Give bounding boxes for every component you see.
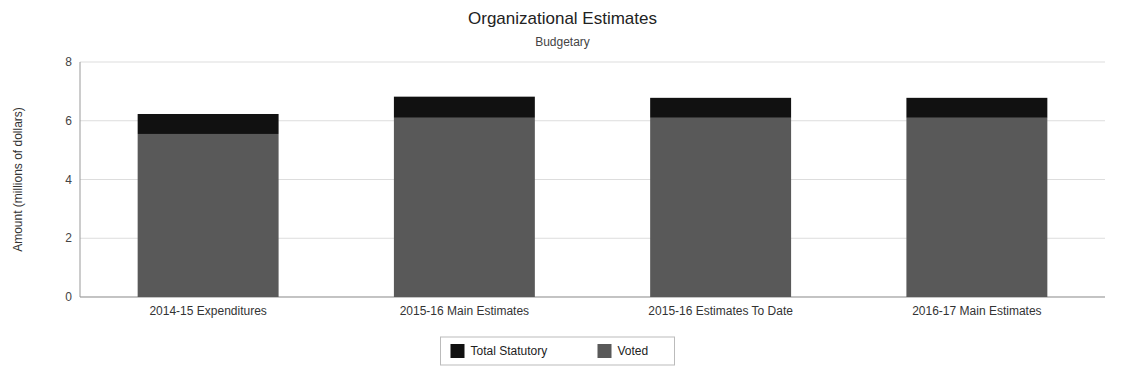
x-tick-label: 2016-17 Main Estimates bbox=[912, 304, 1041, 318]
legend-label: Voted bbox=[618, 344, 649, 358]
y-tick-label: 2 bbox=[65, 231, 72, 245]
y-axis-label: Amount (millions of dollars) bbox=[11, 107, 25, 252]
bar bbox=[650, 118, 791, 297]
y-tick-label: 4 bbox=[65, 173, 72, 187]
legend-swatch bbox=[598, 344, 612, 358]
grid-line bbox=[80, 62, 1105, 63]
bar bbox=[906, 98, 1047, 118]
title: Organizational Estimates bbox=[468, 9, 657, 28]
y-tick-label: 0 bbox=[65, 290, 72, 304]
bar bbox=[906, 118, 1047, 297]
chart: Organizational Estimates Budgetary 0 2 4 6 8 Am… bbox=[0, 0, 1125, 379]
grid bbox=[80, 62, 1105, 297]
bar bbox=[394, 118, 535, 297]
x-tick-label: 2015-16 Estimates To Date bbox=[648, 304, 793, 318]
bar bbox=[650, 98, 791, 118]
legend: Total Statutory Voted bbox=[441, 337, 675, 365]
legend-label: Total Statutory bbox=[471, 344, 548, 358]
y-tick-label: 8 bbox=[65, 55, 72, 69]
x-tick-label: 2015-16 Main Estimates bbox=[400, 304, 529, 318]
bar bbox=[138, 114, 279, 134]
legend-box bbox=[441, 337, 675, 365]
x-tick-label: 2014-15 Expenditures bbox=[149, 304, 266, 318]
bar bbox=[394, 97, 535, 118]
subtitle: Budgetary bbox=[535, 35, 590, 49]
bar bbox=[138, 134, 279, 297]
legend-swatch bbox=[451, 344, 465, 358]
bars bbox=[138, 97, 1048, 297]
y-tick-label: 6 bbox=[65, 114, 72, 128]
y-axis-line bbox=[80, 62, 81, 297]
